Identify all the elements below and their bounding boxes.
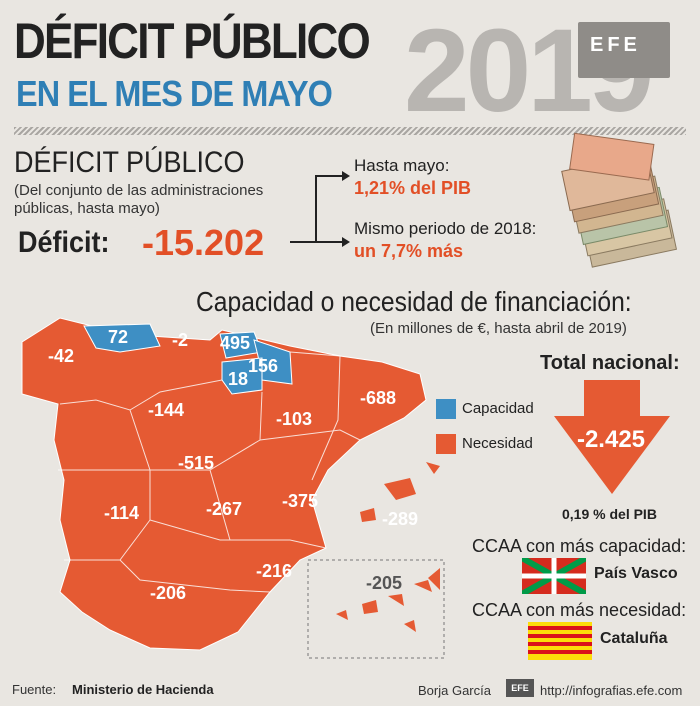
region-label: 495: [220, 333, 251, 353]
author: Borja García: [418, 683, 491, 698]
region-label: -515: [178, 453, 215, 473]
deficit-value: -15.202: [142, 222, 265, 263]
divider: [14, 127, 686, 135]
asturias-region: [83, 323, 161, 353]
page-title: DÉFICIT PÚBLICO: [14, 13, 371, 69]
navarra-region: [253, 339, 293, 385]
region-label: -375: [282, 491, 319, 511]
most-capacity-region: País Vasco: [594, 565, 678, 582]
total-value: -2.425: [576, 426, 646, 453]
region-label: 18: [228, 369, 249, 389]
prev-year-label: Mismo periodo de 2018:: [354, 219, 537, 238]
region-label: -114: [104, 503, 140, 523]
prev-year-value: un 7,7% más: [354, 241, 464, 261]
canarias-box: [307, 559, 445, 659]
total-label: Total nacional:: [540, 352, 680, 374]
may-label: Hasta mayo:: [354, 156, 450, 175]
deficit-note-line2: públicas, hasta mayo): [14, 200, 160, 217]
may-value: 1,21% del PIB: [354, 178, 472, 198]
legend-necesidad-label: Necesidad: [462, 435, 533, 452]
deficit-title: DÉFICIT PÚBLICO: [14, 146, 245, 179]
financing-title: Capacidad o necesidad de financiación:: [196, 286, 632, 317]
deficit-label: Déficit:: [18, 226, 110, 259]
source-prefix: Fuente:: [12, 682, 57, 697]
legend-necesidad-swatch: [436, 434, 456, 454]
total-pib: 0,19 % del PIB: [562, 506, 657, 522]
banknotes-icon: [561, 132, 678, 268]
baleares-region: [360, 462, 440, 522]
most-need-region: Cataluña: [600, 630, 668, 647]
region-label: -205: [366, 573, 403, 593]
region-label: -42: [48, 346, 75, 366]
region-label: -206: [150, 583, 187, 603]
catalan-flag-icon: [528, 622, 592, 660]
region-label: -144: [148, 400, 185, 420]
region-label: -216: [256, 561, 293, 581]
branch-arrows: [290, 171, 350, 247]
website-link[interactable]: http://infografias.efe.com: [540, 683, 683, 698]
legend-capacidad-swatch: [436, 399, 456, 419]
region-label: -103: [276, 409, 313, 429]
page-subtitle: EN EL MES DE MAYO: [16, 73, 333, 114]
source-value: Ministerio de Hacienda: [72, 682, 214, 697]
basque-flag-icon: [522, 558, 586, 594]
deficit-note-line1: (Del conjunto de las administraciones: [14, 182, 264, 199]
down-arrow-icon: [554, 380, 670, 494]
region-label: -289: [382, 509, 419, 529]
region-label: 156: [248, 356, 279, 376]
legend-capacidad-label: Capacidad: [462, 400, 534, 417]
efe-logo-badge: [578, 22, 670, 78]
most-capacity-title: CCAA con más capacidad:: [472, 536, 687, 556]
efe-small-logo: EFE: [506, 679, 534, 697]
canarias-region: [336, 568, 440, 632]
most-need-title: CCAA con más necesidad:: [472, 600, 687, 620]
efe-logo-text: EFE: [590, 34, 641, 56]
region-label: 72: [108, 327, 129, 347]
region-label: -2: [172, 330, 189, 350]
financing-note: (En millones de €, hasta abril de 2019): [370, 320, 627, 337]
la-rioja-region: [221, 357, 263, 395]
region-label: -688: [360, 388, 397, 408]
region-label: -267: [206, 499, 243, 519]
